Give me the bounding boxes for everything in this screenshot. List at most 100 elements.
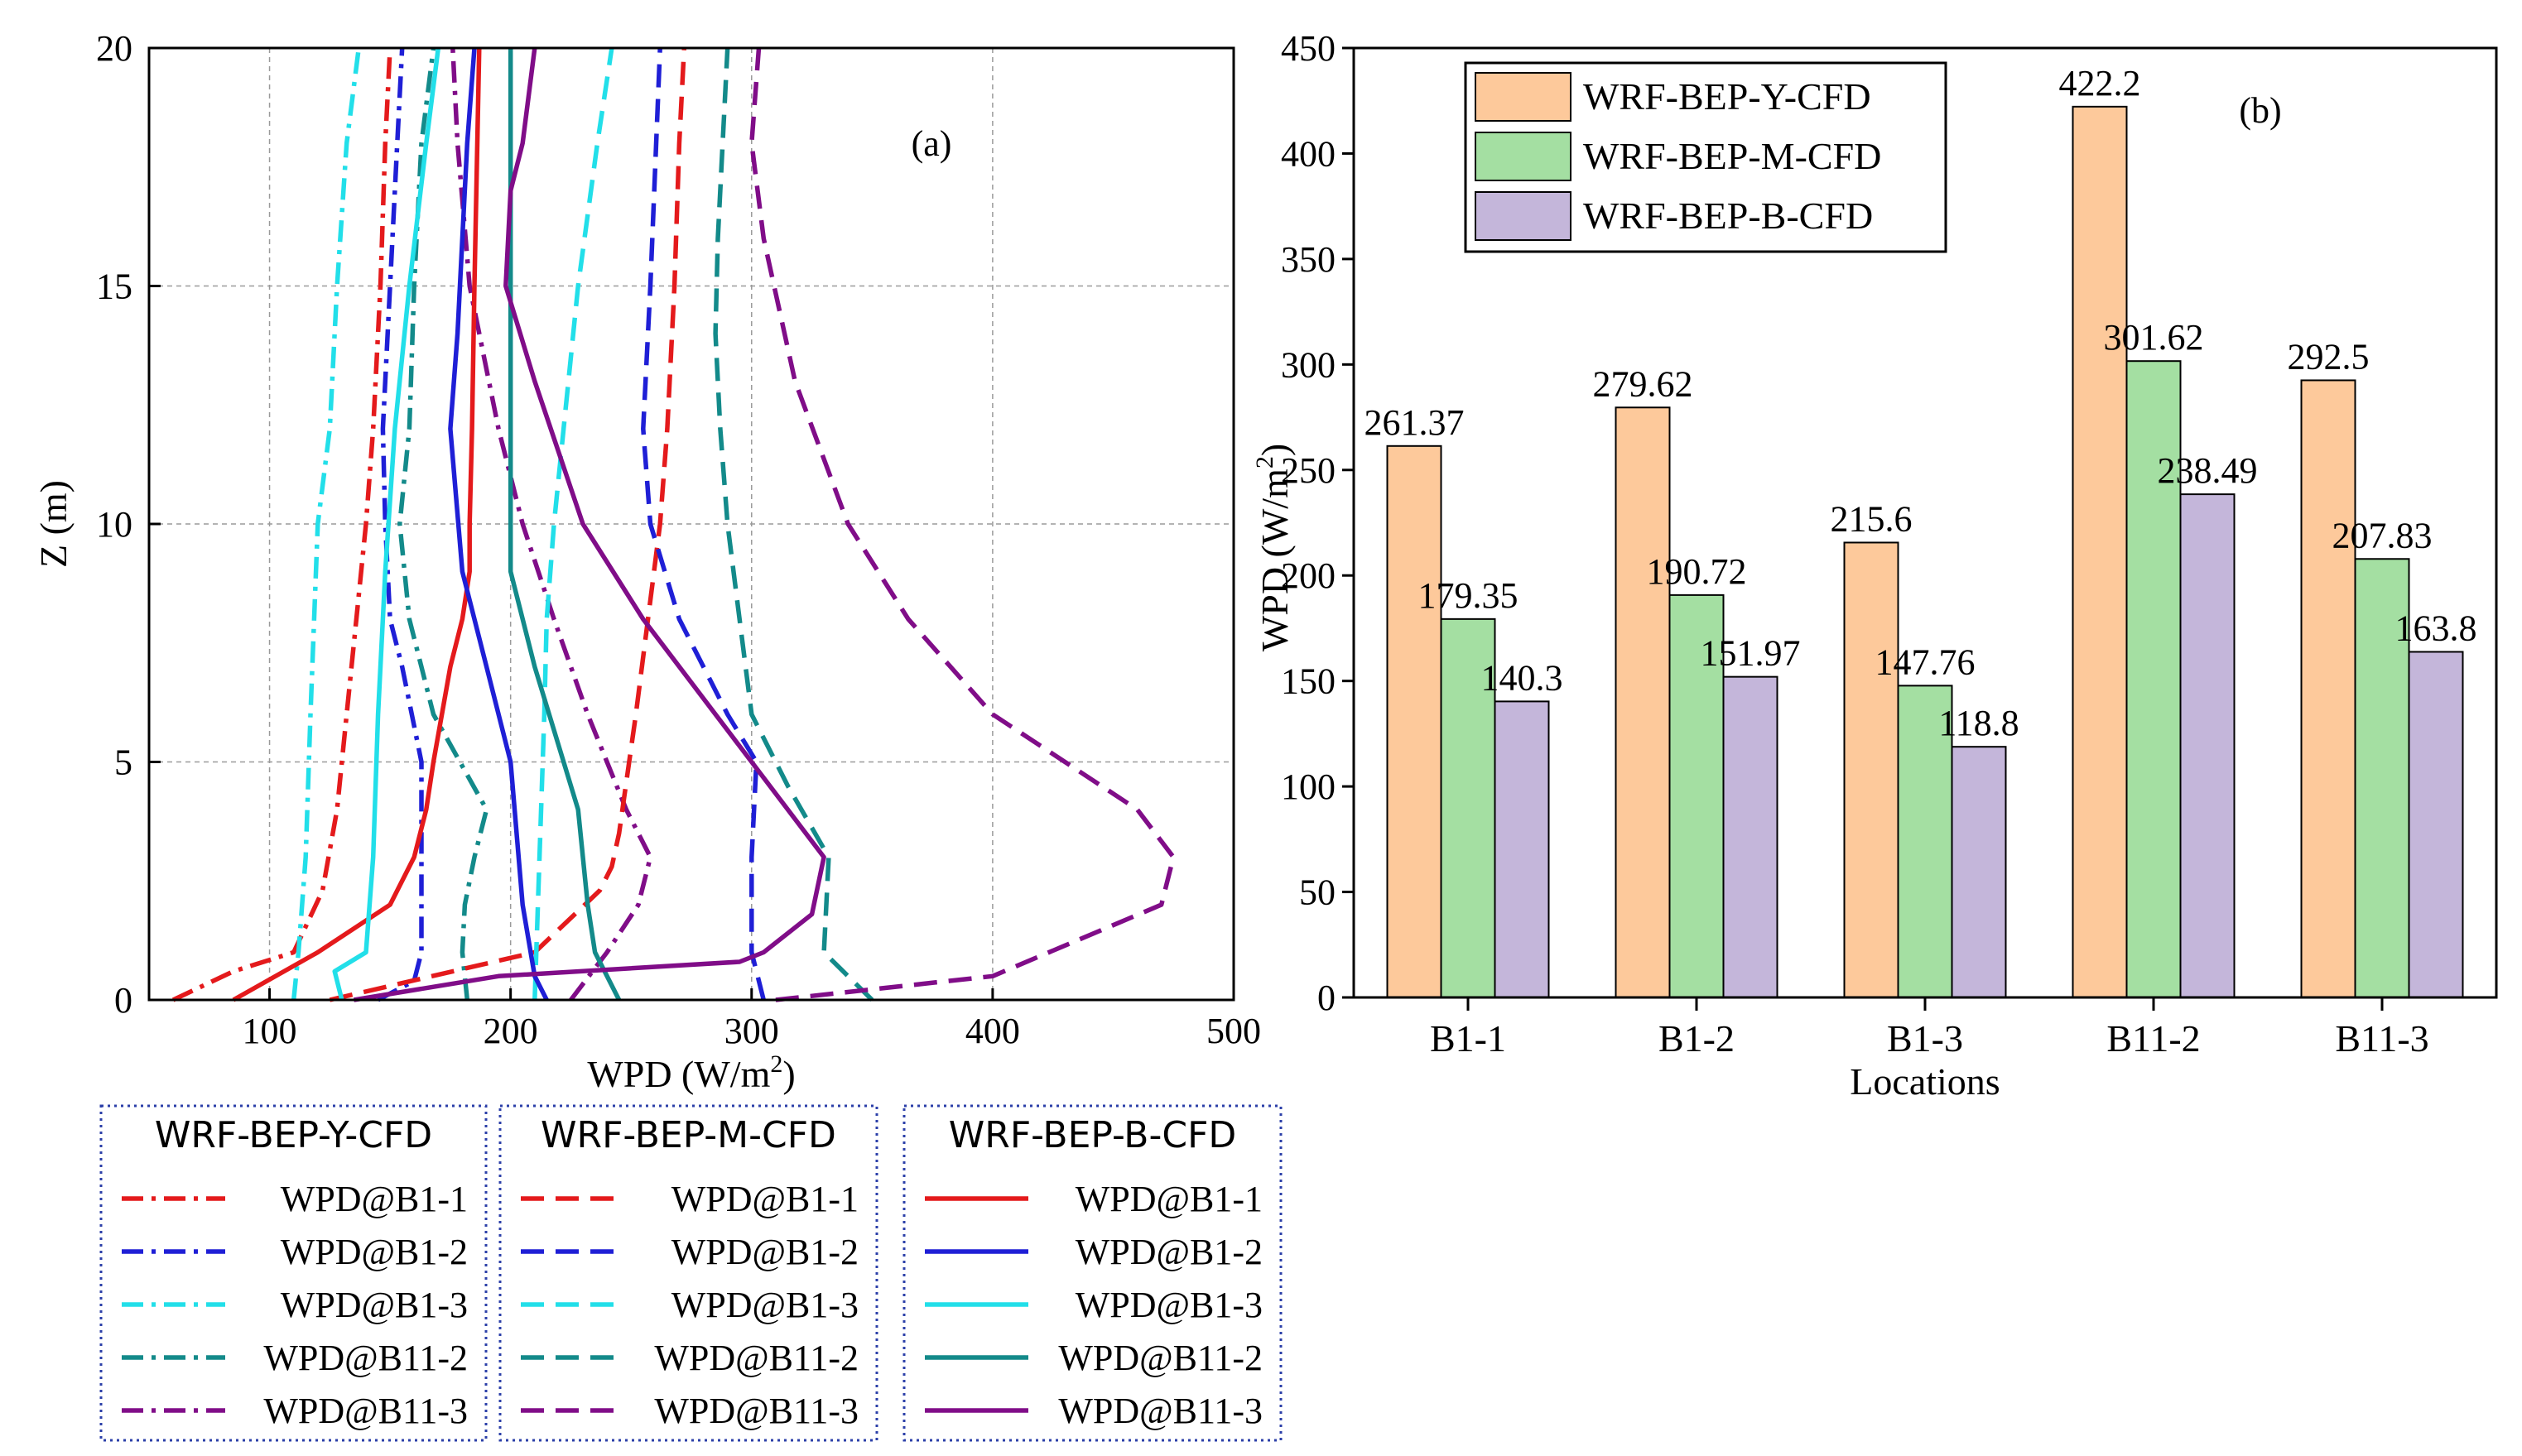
legend-swatch-wrf-bep-b-cfd bbox=[1475, 191, 1571, 241]
legend-box-wrf-bep-y-cfd: WRF-BEP-Y-CFD WPD@B1-1 WPD@B1-2 WPD@B1-3 WPD… bbox=[99, 1104, 488, 1442]
series-line-dash-b1-3 bbox=[532, 47, 614, 1001]
panel-a-xlabel-sup: 2 bbox=[770, 1050, 782, 1078]
legend-entry-label: WPD@B1-1 bbox=[671, 1179, 859, 1219]
panel-a-ylabel: Z (m) bbox=[32, 480, 75, 568]
legend-box-frame bbox=[902, 1104, 1283, 1442]
legend-box-title: WRF-BEP-M-CFD bbox=[541, 1114, 836, 1156]
bar-value-label: 190.72 bbox=[1647, 551, 1747, 592]
legend-box-title: WRF-BEP-Y-CFD bbox=[155, 1114, 432, 1156]
series-line-dash-b11-2 bbox=[713, 47, 874, 1002]
legend-box-title: WRF-BEP-B-CFD bbox=[949, 1114, 1237, 1156]
legend-entry-label: WPD@B11-3 bbox=[654, 1391, 859, 1431]
panel-b-legend: WRF-BEP-Y-CFD WRF-BEP-M-CFD WRF-BEP-B-CFD bbox=[1464, 61, 1947, 253]
panel-b-ylabel-sup: 2 bbox=[1251, 456, 1278, 469]
panel-a-ytick-label: 15 bbox=[96, 267, 132, 307]
series-line-solid-b1-1 bbox=[232, 47, 482, 1002]
series-line-dashdot-b11-3 bbox=[450, 47, 653, 1002]
panel-b-ytick-label: 400 bbox=[1281, 133, 1336, 174]
panel-a-ytick-label: 20 bbox=[96, 28, 132, 69]
legend-entry-label: WPD@B11-2 bbox=[1058, 1338, 1263, 1378]
panel-a-ytick-label: 0 bbox=[114, 980, 132, 1021]
bar-wrf-bep-m-cfd-b1-3 bbox=[1897, 685, 1953, 998]
panel-a-xlabel-text: WPD (W/m bbox=[587, 1053, 770, 1095]
bar-wrf-bep-y-cfd-b1-2 bbox=[1615, 406, 1671, 999]
bar-wrf-bep-b-cfd-b11-3 bbox=[2408, 651, 2464, 998]
panel-b: 261.37 179.35 140.3 B1-1 279.62 190.72 151.97 B… bbox=[1251, 28, 2498, 1103]
panel-b-ytick-label: 300 bbox=[1281, 344, 1336, 385]
series-line-dash-b1-1 bbox=[329, 47, 687, 1002]
panel-b-xtick-label: B1-1 bbox=[1430, 1017, 1506, 1060]
bar-wrf-bep-b-cfd-b1-2 bbox=[1722, 675, 1778, 999]
panel-b-ytick-label: 250 bbox=[1281, 450, 1336, 491]
panel-b-ytick-label: 100 bbox=[1281, 766, 1336, 807]
panel-b-xtick-label: B1-3 bbox=[1887, 1017, 1963, 1060]
legend-entry-label: WPD@B1-3 bbox=[1076, 1285, 1263, 1325]
panel-a-label: (a) bbox=[912, 123, 952, 164]
panel-b-ytick-label: 200 bbox=[1281, 555, 1336, 596]
legend-swatch-wrf-bep-m-cfd bbox=[1475, 132, 1571, 181]
panel-b-ylabel-close: ) bbox=[1254, 444, 1296, 456]
series-line-solid-b1-3 bbox=[332, 47, 441, 1001]
bar-wrf-bep-b-cfd-b11-2 bbox=[2179, 493, 2236, 998]
bar-wrf-bep-y-cfd-b11-3 bbox=[2300, 379, 2356, 998]
panel-b-xtick-label: B1-2 bbox=[1658, 1017, 1735, 1060]
legend-entry-label: WRF-BEP-B-CFD bbox=[1583, 195, 1873, 237]
series-line-dashdot-b1-1 bbox=[171, 47, 392, 1002]
bar-wrf-bep-b-cfd-b1-1 bbox=[1494, 700, 1550, 998]
panel-b-xtick-label: B11-2 bbox=[2106, 1017, 2200, 1060]
legend-entry-label: WPD@B1-3 bbox=[281, 1285, 468, 1325]
series-line-solid-b1-2 bbox=[448, 47, 549, 1002]
bar-wrf-bep-m-cfd-b11-2 bbox=[2125, 360, 2182, 998]
panel-b-ytick-label: 350 bbox=[1281, 239, 1336, 280]
bar-value-label: 179.35 bbox=[1418, 575, 1518, 616]
bar-value-label: 238.49 bbox=[2158, 450, 2258, 491]
panel-a-ytick-label: 5 bbox=[114, 742, 132, 783]
panel-b-ytick-label: 50 bbox=[1299, 872, 1336, 913]
series-line-dashdot-b1-3 bbox=[291, 47, 362, 1001]
series-line-dash-b1-2 bbox=[641, 47, 766, 1001]
bar-value-label: 151.97 bbox=[1701, 633, 1801, 674]
bar-wrf-bep-b-cfd-b1-3 bbox=[1951, 746, 2007, 999]
panel-b-ytick-label: 450 bbox=[1281, 28, 1336, 69]
bar-wrf-bep-y-cfd-b1-1 bbox=[1386, 444, 1442, 998]
legend-entry-label: WPD@B1-2 bbox=[281, 1232, 468, 1272]
bar-value-label: 301.62 bbox=[2104, 317, 2204, 358]
panel-a-xtick-label: 100 bbox=[243, 1011, 297, 1051]
legend-entry-label: WPD@B1-1 bbox=[281, 1179, 468, 1219]
legend-entry-label: WRF-BEP-Y-CFD bbox=[1583, 75, 1871, 118]
legend-entry-label: WPD@B1-2 bbox=[1076, 1232, 1263, 1272]
panel-a-xtick-label: 400 bbox=[965, 1011, 1020, 1051]
series-line-solid-b11-3 bbox=[353, 47, 826, 1002]
legend-box-frame bbox=[99, 1104, 488, 1442]
legend-entry-label: WPD@B1-1 bbox=[1076, 1179, 1263, 1219]
bar-value-label: 215.6 bbox=[1831, 498, 1913, 539]
panel-b-ytick-label: 150 bbox=[1281, 661, 1336, 702]
series-line-dashdot-b11-2 bbox=[397, 47, 489, 1001]
bar-value-label: 292.5 bbox=[2288, 336, 2370, 377]
bar-wrf-bep-y-cfd-b11-2 bbox=[2072, 105, 2128, 998]
panel-a-xlabel-close: ) bbox=[782, 1053, 795, 1095]
legend-entry-label: WPD@B11-2 bbox=[654, 1338, 859, 1378]
legend-entry-label: WRF-BEP-M-CFD bbox=[1583, 135, 1881, 177]
panel-b-label: (b) bbox=[2239, 90, 2281, 131]
bar-value-label: 140.3 bbox=[1481, 657, 1563, 698]
panel-a-xtick-label: 200 bbox=[484, 1011, 538, 1051]
series-line-solid-b11-2 bbox=[508, 48, 622, 1002]
bar-value-label: 261.37 bbox=[1364, 402, 1465, 443]
legend-entry-label: WPD@B11-3 bbox=[263, 1391, 468, 1431]
panel-b-ytick-label: 0 bbox=[1317, 978, 1336, 1018]
legend-box-frame bbox=[498, 1104, 878, 1442]
legend-swatch-wrf-bep-y-cfd bbox=[1475, 72, 1571, 122]
legend-box-wrf-bep-m-cfd: WRF-BEP-M-CFD WPD@B1-1 WPD@B1-2 WPD@B1-3 WPD… bbox=[498, 1104, 878, 1442]
series-line-dashdot-b1-2 bbox=[377, 47, 424, 1002]
bar-wrf-bep-m-cfd-b11-3 bbox=[2354, 558, 2410, 998]
bar-value-label: 163.8 bbox=[2395, 608, 2477, 648]
legend-entry-label: WPD@B1-2 bbox=[671, 1232, 859, 1272]
panel-a-xtick-label: 500 bbox=[1206, 1011, 1261, 1051]
panel-a-xtick-label: 300 bbox=[724, 1011, 779, 1051]
legend-entry-label: WPD@B1-3 bbox=[671, 1285, 859, 1325]
bar-wrf-bep-m-cfd-b1-2 bbox=[1668, 593, 1725, 998]
legend-entry-label: WPD@B11-2 bbox=[263, 1338, 468, 1378]
